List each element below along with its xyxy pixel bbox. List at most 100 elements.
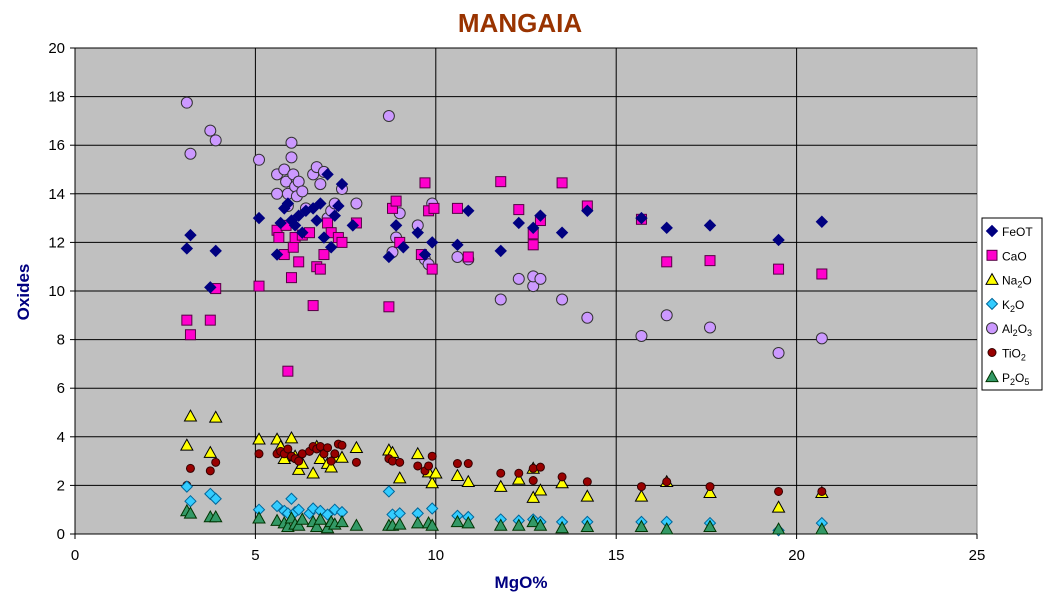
- data-point: [390, 195, 402, 207]
- data-point: [285, 272, 297, 284]
- data-point: [450, 468, 465, 481]
- y-tick-label: 16: [48, 137, 65, 154]
- data-point: [635, 329, 648, 342]
- data-point: [204, 281, 217, 294]
- data-point: [817, 486, 827, 496]
- data-point: [382, 250, 396, 264]
- data-point: [581, 204, 594, 218]
- data-point: [184, 329, 196, 341]
- legend-label: FeOT: [1002, 225, 1033, 239]
- y-tick-label: 0: [57, 526, 65, 543]
- data-point: [527, 221, 540, 235]
- data-point: [462, 251, 474, 263]
- data-point: [704, 255, 716, 267]
- legend-label-part: O: [1015, 298, 1024, 312]
- data-point: [511, 518, 526, 531]
- legend-item: CaO: [986, 249, 1027, 263]
- data-point: [314, 178, 327, 191]
- legend-label: K2O: [1002, 298, 1024, 314]
- data-point: [278, 163, 291, 176]
- data-point: [307, 300, 319, 312]
- data-point: [533, 483, 548, 496]
- data-point: [528, 463, 538, 473]
- data-point: [389, 219, 403, 232]
- data-point: [494, 293, 507, 306]
- data-point: [461, 516, 476, 529]
- legend-marker: [985, 224, 999, 238]
- data-point: [203, 445, 218, 458]
- legend-marker: [986, 249, 998, 261]
- data-point: [496, 468, 506, 478]
- data-point: [322, 217, 334, 229]
- legend-label-part: Na: [1002, 274, 1018, 288]
- data-point: [317, 231, 331, 244]
- data-point: [252, 211, 266, 225]
- data-point: [287, 241, 299, 253]
- data-point: [426, 263, 438, 275]
- data-point: [556, 293, 569, 306]
- data-point: [252, 432, 266, 445]
- legend-label-part: O: [1018, 322, 1027, 336]
- data-point: [526, 490, 541, 503]
- data-point: [662, 477, 672, 487]
- data-point: [209, 134, 222, 147]
- data-point: [332, 199, 345, 213]
- legend-label: CaO: [1002, 249, 1027, 263]
- x-tick-label: 10: [427, 547, 444, 564]
- data-point: [180, 96, 193, 109]
- x-axis-title: MgO%: [495, 573, 548, 592]
- data-point: [772, 233, 785, 247]
- data-point: [450, 514, 465, 528]
- legend-item: FeOT: [985, 224, 1033, 239]
- data-point: [335, 177, 349, 191]
- data-point: [274, 216, 287, 230]
- data-point: [581, 311, 594, 324]
- data-point: [208, 509, 223, 523]
- data-point: [425, 518, 440, 531]
- data-point: [425, 475, 440, 489]
- legend-marker: [985, 297, 999, 311]
- legend-label-part: O: [1022, 274, 1031, 288]
- data-point: [349, 440, 364, 454]
- data-point: [271, 187, 284, 200]
- data-point: [580, 489, 595, 502]
- legend-label-part: 2: [1013, 328, 1018, 338]
- legend-label-part: 2: [1017, 280, 1022, 290]
- x-tick-label: 5: [251, 547, 259, 564]
- legend-label-part: 2: [1021, 353, 1026, 363]
- y-axis-title: Oxides: [14, 264, 33, 321]
- data-point: [411, 226, 424, 239]
- legend-label-part: 3: [1027, 328, 1032, 338]
- data-point: [288, 219, 302, 232]
- y-tick-label: 10: [48, 283, 65, 300]
- data-point: [208, 410, 223, 423]
- data-point: [635, 211, 648, 225]
- data-point: [392, 471, 407, 484]
- data-point: [293, 256, 305, 268]
- data-point: [428, 202, 440, 214]
- data-point: [816, 268, 828, 280]
- data-point: [774, 486, 784, 496]
- data-point: [660, 309, 673, 322]
- data-point: [323, 443, 333, 453]
- data-point: [493, 518, 508, 531]
- data-point: [349, 518, 364, 531]
- data-point: [771, 500, 786, 513]
- data-point: [295, 512, 310, 525]
- data-point: [270, 248, 284, 261]
- data-point: [555, 520, 569, 534]
- data-point: [180, 480, 194, 493]
- series-5: [182, 439, 827, 496]
- data-point: [326, 456, 336, 466]
- data-point: [582, 477, 592, 487]
- data-point: [661, 256, 673, 268]
- data-point: [634, 489, 649, 502]
- data-point: [382, 485, 396, 498]
- data-point: [703, 519, 717, 533]
- legend-item: P2O5: [985, 369, 1029, 387]
- legend-marker: [985, 272, 999, 285]
- data-point: [280, 175, 293, 188]
- legend-label-part: Al: [1002, 322, 1013, 336]
- data-point: [451, 238, 464, 252]
- data-point: [392, 517, 407, 530]
